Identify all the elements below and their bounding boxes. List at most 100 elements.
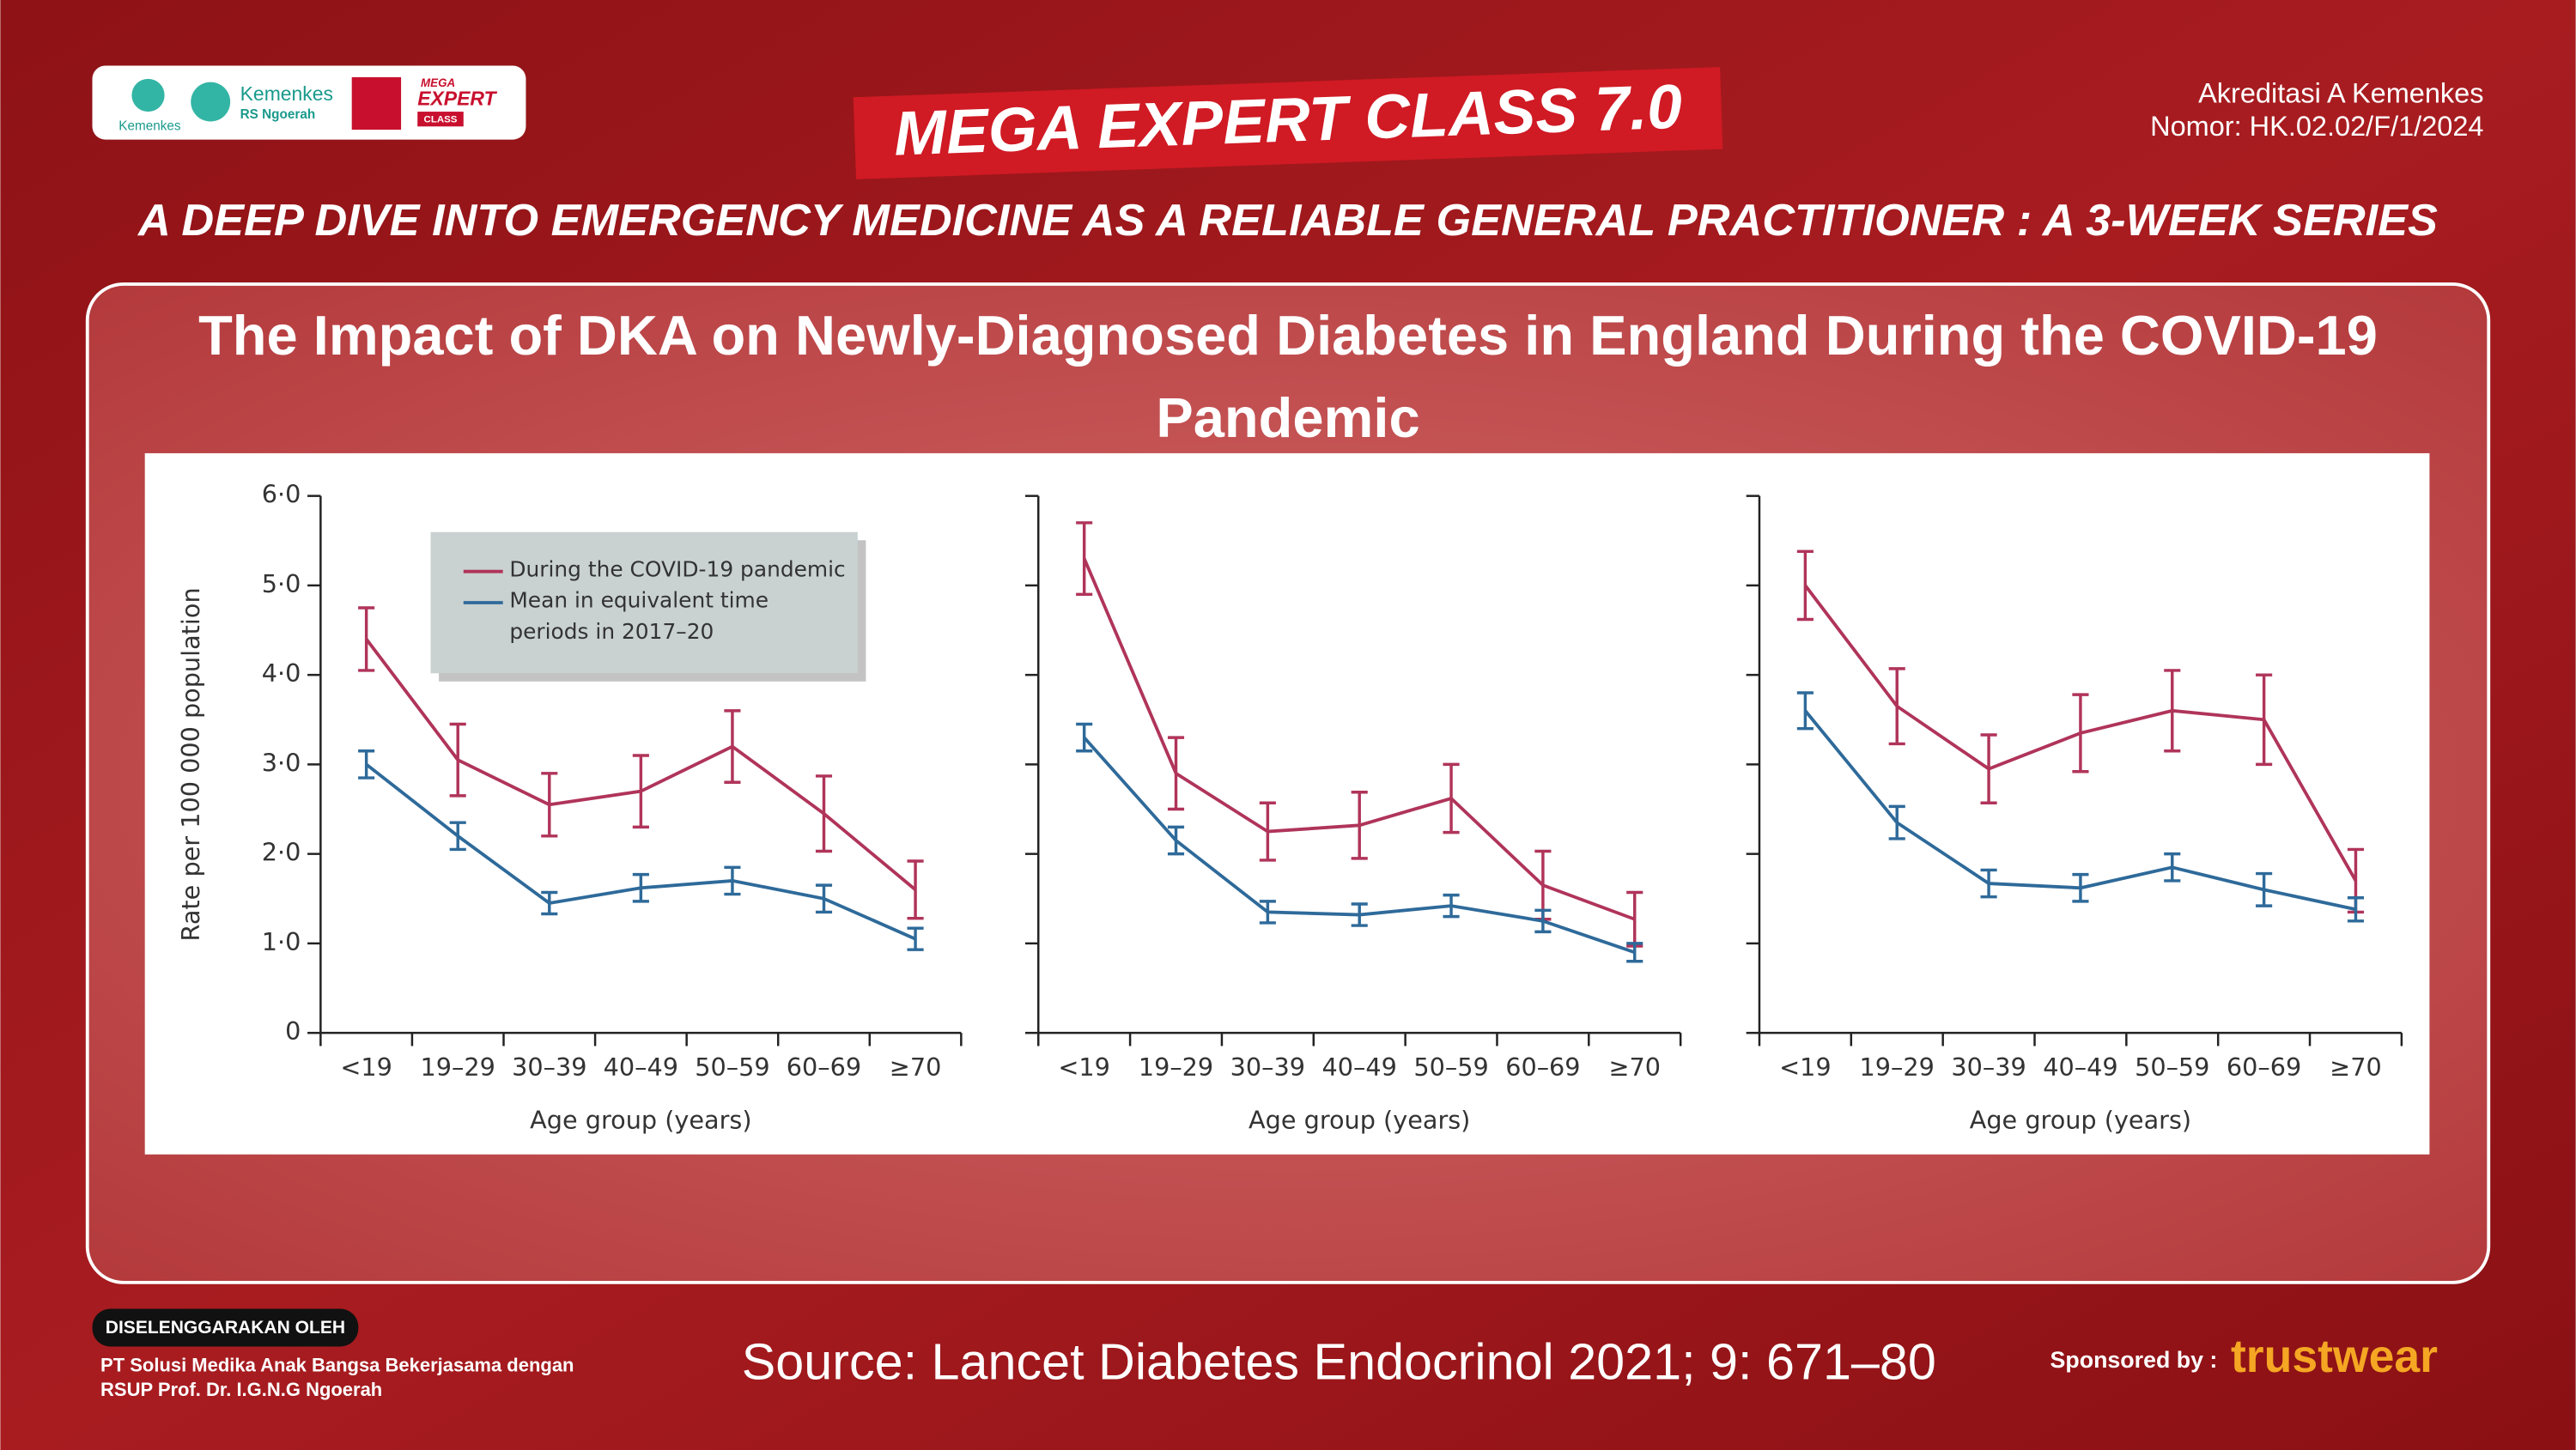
error-bar	[815, 883, 833, 914]
error-bar	[2072, 693, 2089, 774]
error-bar	[2256, 673, 2273, 767]
error-bar	[541, 890, 558, 916]
error-bar	[1167, 825, 1185, 856]
logo-box	[92, 65, 526, 140]
error-bar	[724, 709, 741, 784]
source-box: Source: Lancet Diabetes Endocrinol 2021;…	[741, 1333, 1936, 1392]
sponsor: trustwear	[2231, 1332, 2438, 1382]
error-bar	[1443, 762, 1460, 834]
x-axis-label: Age group (years)	[1970, 1105, 2191, 1134]
y-tick-label: 1·0	[262, 927, 301, 956]
y-tick-label: 3·0	[262, 748, 301, 777]
accreditation: Nomor: HK.02.02/F/1/2024	[2150, 111, 2483, 142]
error-bar	[907, 926, 924, 951]
logo-text: Kemenkes	[240, 82, 333, 105]
legend-entry-box: During the COVID-19 pandemic	[509, 558, 846, 584]
error-bar	[2256, 871, 2273, 907]
x-tick-label: 40–49	[604, 1053, 678, 1082]
error-bar	[907, 859, 924, 920]
logo-text: CLASS	[424, 115, 458, 125]
error-bar	[1076, 521, 1093, 597]
y-tick-label: 5·0	[262, 569, 301, 598]
x-tick-label: ≥70	[1608, 1053, 1661, 1082]
error-bar	[1980, 733, 1997, 804]
organizer-pill	[92, 1308, 359, 1347]
logo-box	[417, 112, 464, 127]
y-tick-label: 4·0	[262, 658, 301, 688]
error-bar	[815, 774, 833, 853]
error-bar	[1888, 804, 1905, 840]
x-tick-label: 30–39	[1951, 1053, 2026, 1082]
error-bar	[1796, 691, 1814, 731]
slide-title: The Impact of DKA on Newly-Diagnosed Dia…	[198, 305, 2378, 451]
error-bar	[1167, 736, 1185, 811]
error-bar	[1076, 722, 1093, 753]
x-tick-label: 19–29	[1139, 1053, 1213, 1082]
error-bar	[1796, 549, 1814, 622]
organizer: RSUP Prof. Dr. I.G.N.G Ngoerah	[100, 1379, 382, 1400]
y-tick-label: 2·0	[262, 838, 301, 867]
legend-entry: Mean in equivalent time periods in 2017–…	[509, 589, 769, 646]
error-bar	[1980, 868, 1997, 899]
logo-text: EXPERT	[417, 88, 497, 110]
error-bar	[2164, 669, 2181, 753]
x-tick-label: 30–39	[512, 1053, 586, 1082]
error-bar	[358, 749, 375, 780]
x-tick-label: ≥70	[2330, 1053, 2382, 1082]
error-bar	[2072, 872, 2089, 903]
error-bar	[541, 772, 558, 838]
x-tick-label: 40–49	[1322, 1053, 1397, 1082]
error-bar	[632, 872, 649, 903]
logo-text: RS Ngoerah	[240, 107, 316, 122]
x-tick-label: <19	[340, 1053, 392, 1082]
logo-text: MEGA	[421, 76, 455, 89]
x-tick-label: 60–69	[2227, 1053, 2301, 1082]
x-tick-label: 60–69	[1505, 1053, 1580, 1082]
error-bar	[1443, 893, 1460, 919]
x-tick-label: 30–39	[1230, 1053, 1305, 1082]
error-bar	[1888, 667, 1905, 746]
legend-entry-box: Mean in equivalent time periods in 2017–…	[509, 589, 769, 646]
x-tick-label: 50–59	[2135, 1053, 2209, 1082]
x-tick-label: 50–59	[1413, 1053, 1488, 1082]
error-bar	[724, 865, 741, 896]
banner-box	[853, 67, 1723, 179]
x-axis-label: Age group (years)	[530, 1105, 751, 1134]
x-tick-label: 50–59	[695, 1053, 769, 1082]
y-tick-label: 0	[285, 1016, 301, 1046]
x-tick-label: 19–29	[421, 1053, 495, 1082]
logo-icon	[131, 78, 165, 112]
logo-icon	[191, 82, 231, 122]
source: Source: Lancet Diabetes Endocrinol 2021;…	[741, 1333, 1936, 1392]
error-bar	[2347, 896, 2365, 923]
x-tick-label: 40–49	[2043, 1053, 2117, 1082]
error-bar	[1259, 801, 1276, 862]
x-tick-label: <19	[1058, 1053, 1110, 1082]
error-bar	[1351, 902, 1368, 927]
title-box: The Impact of DKA on Newly-Diagnosed Dia…	[198, 305, 2378, 451]
x-axis-label: Age group (years)	[1249, 1105, 1470, 1134]
charts: 0 1·0 2·0 3·0 4·0 5·0 6·0 <19 19–29 30–39 40–49 50–…	[176, 480, 2403, 1134]
organizer-label: DISELENGGARAKAN OLEH	[106, 1318, 345, 1338]
x-tick-label: 60–69	[787, 1053, 861, 1082]
error-bar	[632, 754, 649, 829]
series-subtitle: A DEEP DIVE INTO EMERGENCY MEDICINE AS A…	[137, 195, 2438, 245]
y-axis-label: Rate per 100 000 population	[176, 587, 205, 941]
error-bar	[1259, 900, 1276, 925]
x-tick-label: ≥70	[890, 1053, 942, 1082]
error-bar	[2164, 852, 2181, 883]
legend-entry: During the COVID-19 pandemic	[509, 558, 846, 584]
x-tick-label: <19	[1779, 1053, 1832, 1082]
error-bar	[449, 821, 466, 852]
logo-box	[351, 76, 402, 130]
x-tick-label: 19–29	[1860, 1053, 1935, 1082]
logo-text: Kemenkes	[118, 118, 181, 133]
error-bar	[1351, 791, 1368, 860]
error-bar	[449, 722, 466, 798]
y-tick-label: 6·0	[262, 480, 301, 509]
sponsor-label: Sponsored by :	[2050, 1347, 2218, 1373]
accreditation: Akreditasi A Kemenkes	[2198, 78, 2483, 109]
error-bar	[1626, 942, 1643, 963]
